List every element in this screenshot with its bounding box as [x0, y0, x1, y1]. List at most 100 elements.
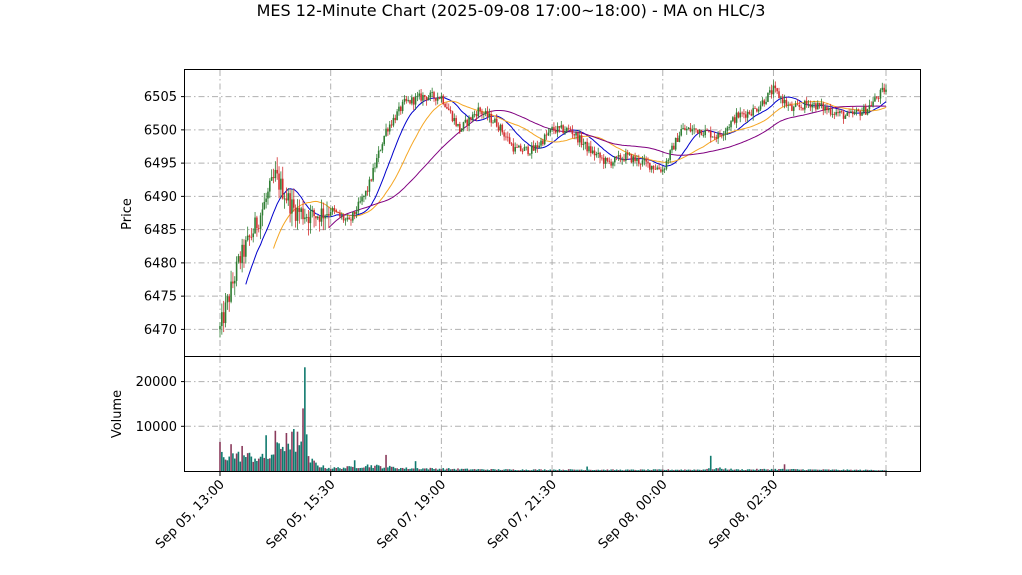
candle-body: [781, 97, 784, 104]
price-tick-label: 6500: [144, 123, 177, 138]
candle-body: [449, 110, 452, 112]
candle-body: [411, 97, 413, 104]
volume-bar: [752, 469, 754, 471]
candle-body: [418, 93, 421, 96]
candle-body: [403, 98, 406, 102]
candle-body: [604, 157, 607, 164]
volume-bar: [363, 467, 365, 471]
candle-body: [230, 281, 232, 302]
price-tick-label: 6470: [144, 323, 177, 338]
volume-bar: [281, 446, 284, 471]
candle-body: [444, 103, 446, 108]
candle-body: [525, 146, 528, 148]
candle-body: [518, 145, 520, 148]
candle-body: [523, 147, 526, 152]
candle-body: [791, 105, 793, 111]
volume-bar: [494, 469, 496, 471]
volume-bar: [292, 429, 295, 471]
volume-bar: [245, 457, 247, 471]
candle-body: [263, 201, 266, 210]
candle-body: [820, 103, 823, 106]
candle-body: [833, 113, 836, 115]
candle-body: [637, 158, 640, 164]
volume-bar: [558, 469, 561, 471]
candle-body: [495, 118, 498, 127]
candle-body: [652, 165, 655, 169]
candle-body: [722, 134, 725, 136]
volume-bar: [237, 451, 240, 471]
candle-body: [759, 105, 762, 110]
volume-bar: [259, 456, 262, 471]
volume-bar: [289, 449, 291, 471]
candle-body: [678, 135, 681, 142]
candle-body: [453, 118, 456, 122]
x-tick-label: Sep 07, 21:30: [485, 477, 560, 552]
candle-body: [650, 165, 653, 170]
volume-bar: [735, 469, 738, 471]
volume-bar: [630, 469, 633, 471]
volume-bar: [663, 469, 666, 471]
volume-bar: [505, 469, 507, 471]
candle-body: [746, 111, 749, 118]
candle-body: [630, 154, 633, 163]
candle-body: [451, 111, 454, 122]
volume-bar: [276, 442, 278, 471]
volume-bar: [361, 467, 363, 471]
volume-bar: [484, 469, 487, 471]
volume-bar: [444, 469, 446, 471]
candle-body: [612, 162, 614, 166]
candle-body: [361, 197, 363, 202]
candle-body: [499, 124, 502, 131]
volume-bar: [554, 469, 557, 471]
volume-bar: [606, 469, 609, 471]
candle-body: [614, 156, 616, 163]
volume-bar: [713, 469, 716, 471]
volume-bar: [824, 469, 826, 471]
candle-body: [756, 108, 758, 112]
volume-bar: [835, 469, 837, 471]
volume-bar: [352, 466, 354, 471]
candle-body: [875, 97, 878, 99]
candle-body: [543, 134, 546, 145]
candle-body: [850, 111, 852, 113]
candle-body: [529, 153, 531, 155]
candle-body: [353, 211, 356, 215]
candle-body: [540, 140, 542, 146]
candle-body: [719, 133, 721, 136]
volume-bar: [449, 469, 452, 471]
volume-bar: [748, 469, 751, 471]
volume-bar: [564, 469, 566, 471]
candle-body: [387, 128, 389, 132]
volume-bar: [744, 469, 747, 471]
volume-bar: [495, 469, 498, 471]
volume-bar: [578, 469, 581, 471]
volume-bar: [370, 465, 373, 471]
volume-bar: [591, 470, 594, 471]
candle-body: [623, 159, 625, 161]
candle-body: [315, 216, 317, 219]
volume-bar: [647, 469, 649, 471]
volume-bar: [287, 443, 290, 471]
volume-bar: [471, 469, 474, 471]
volume-bar: [634, 469, 636, 471]
volume-bar: [230, 444, 232, 471]
volume-bar: [820, 469, 823, 471]
candle-body: [305, 216, 308, 218]
candle-body: [488, 114, 491, 118]
volume-bar: [875, 470, 878, 471]
volume-bar: [756, 468, 758, 471]
volume-bar: [468, 469, 470, 471]
candle-body: [728, 127, 730, 129]
candle-body: [615, 156, 618, 158]
candle-body: [447, 108, 450, 111]
candle-body: [416, 95, 419, 97]
candle-body: [669, 150, 671, 160]
candle-body: [658, 167, 660, 170]
volume-bar: [462, 468, 465, 471]
volume-bar: [451, 469, 454, 471]
candle-body: [221, 312, 223, 327]
volume-bar: [372, 467, 374, 471]
volume-bar: [750, 469, 753, 471]
candle-body: [302, 208, 304, 220]
volume-bar: [510, 469, 513, 471]
